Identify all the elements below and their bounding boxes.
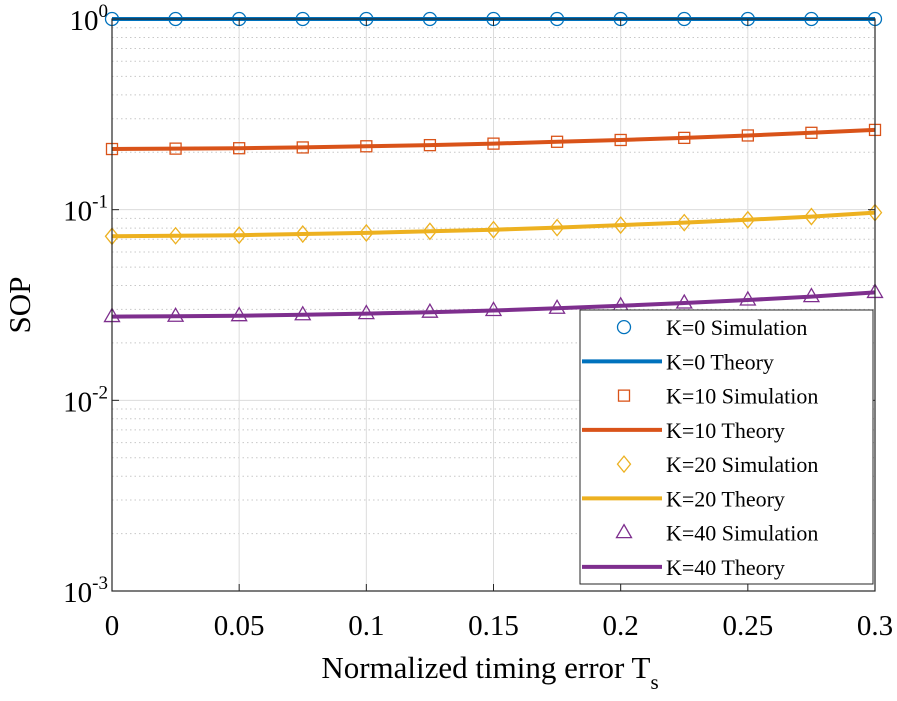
data-point-k-40-simulation — [675, 293, 693, 309]
y-tick-label: 10-2 — [63, 382, 108, 418]
y-axis-label: SOP — [2, 277, 37, 334]
y-tick-base: 10 — [63, 386, 92, 418]
legend-swatch-k-40-simulation — [615, 523, 633, 539]
data-point-k-20-simulation — [358, 223, 374, 242]
legend: K=0 Simulation K=0 Theory K=10 Simulation K… — [579, 309, 874, 585]
legend-swatch-k-0-simulation — [616, 319, 632, 335]
x-tick-label: 0.05 — [214, 610, 265, 642]
y-tick-label: 10-1 — [63, 192, 108, 228]
data-point-k-20-simulation — [231, 226, 247, 245]
data-point-k-40-simulation — [739, 290, 757, 306]
series-line-k-20-theory — [111, 210, 876, 239]
data-point-k-10-simulation — [614, 133, 627, 147]
data-point-k-40-simulation — [548, 298, 566, 314]
x-axis-label-main: Normalized timing error T — [321, 650, 650, 685]
x-axis-label-subscript: s — [650, 670, 658, 694]
data-point-k-10-simulation — [550, 135, 564, 148]
y-tick-exponent: -2 — [92, 382, 108, 403]
y-tick-exponent: -1 — [92, 192, 108, 213]
data-point-k-10-simulation — [296, 141, 309, 154]
y-tick-base: 10 — [63, 577, 92, 609]
legend-label-k-40-simulation: K=40 Simulation — [666, 521, 818, 546]
legend-label-k-0-simulation: K=0 Simulation — [666, 315, 807, 340]
data-point-k-20-simulation — [740, 210, 756, 229]
legend-swatch-k-20-simulation — [616, 455, 632, 474]
data-point-k-10-simulation — [678, 131, 691, 145]
y-tick-label: 10-3 — [63, 573, 108, 609]
legend-label-k-20-simulation: K=20 Simulation — [666, 452, 818, 477]
data-point-k-40-simulation — [294, 305, 312, 321]
x-axis-label: Normalized timing error Ts — [321, 650, 658, 694]
data-point-k-10-simulation — [360, 140, 373, 153]
x-tick-label: 0.1 — [348, 610, 384, 642]
data-point-k-40-simulation — [357, 304, 375, 320]
data-point-k-10-simulation — [487, 137, 500, 150]
x-tick-label: 0.15 — [468, 610, 519, 642]
x-tick-label: 0.2 — [603, 610, 639, 642]
data-point-k-40-simulation — [802, 287, 821, 303]
y-tick-label: 100 — [70, 1, 109, 37]
data-point-k-20-simulation — [549, 218, 565, 237]
legend-label-k-10-simulation: K=10 Simulation — [666, 384, 818, 409]
data-point-k-40-simulation — [166, 306, 185, 322]
data-point-k-20-simulation — [422, 222, 438, 241]
data-point-k-20-simulation — [676, 213, 692, 232]
data-point-k-40-simulation — [484, 301, 503, 317]
y-tick-exponent: 0 — [99, 1, 109, 22]
data-point-k-20-simulation — [804, 207, 819, 226]
data-point-k-10-simulation — [233, 142, 246, 155]
data-point-k-20-simulation — [295, 225, 311, 244]
data-point-k-10-simulation — [423, 138, 437, 152]
data-point-k-40-simulation — [230, 306, 248, 322]
x-tick-label: 0 — [105, 610, 120, 642]
legend-label-k-40-theory: K=40 Theory — [666, 555, 785, 580]
series-line-k-40-theory — [111, 290, 876, 319]
data-point-k-10-simulation — [169, 142, 182, 155]
data-point-k-40-simulation — [421, 302, 439, 318]
series-line-k-10-theory — [111, 127, 876, 151]
legend-label-k-10-theory: K=10 Theory — [666, 418, 785, 443]
data-point-k-10-simulation — [805, 126, 818, 139]
y-tick-base: 10 — [70, 5, 99, 37]
data-point-k-10-simulation — [741, 129, 754, 142]
legend-swatch-k-10-simulation — [617, 389, 631, 402]
data-point-k-20-simulation — [613, 216, 629, 235]
legend-box — [579, 309, 874, 585]
y-tick-base: 10 — [63, 196, 92, 228]
x-tick-label: 0.3 — [857, 610, 893, 642]
legend-label-k-20-theory: K=20 Theory — [666, 486, 785, 511]
x-tick-label: 0.25 — [722, 610, 773, 642]
data-point-k-20-simulation — [168, 226, 183, 245]
data-point-k-20-simulation — [486, 220, 501, 239]
y-tick-exponent: -3 — [92, 573, 108, 594]
legend-label-k-0-theory: K=0 Theory — [666, 349, 774, 374]
